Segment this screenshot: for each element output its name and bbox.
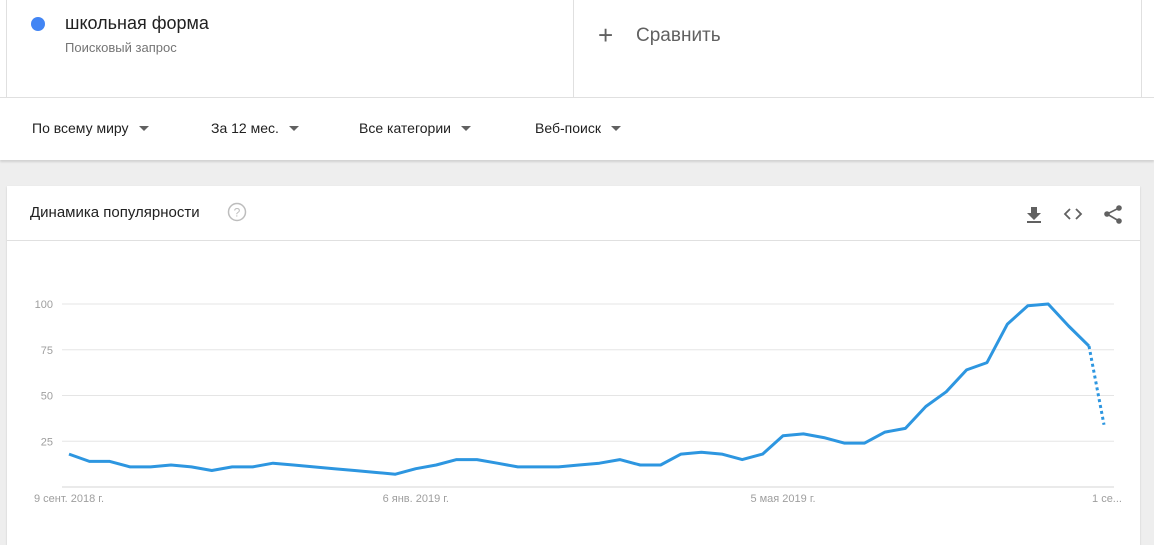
series-line-group — [68, 302, 1106, 476]
x-axis-label: 6 янв. 2019 г. — [383, 493, 449, 505]
region-label: По всему миру — [32, 120, 129, 136]
download-icon[interactable] — [1023, 203, 1045, 225]
search-term-card[interactable]: школьная форма Поисковый запрос — [6, 0, 574, 97]
grid-lines — [62, 303, 1114, 488]
interest-over-time-card: Динамика популярности ? 100 75 50 25 9 сент… — [7, 186, 1140, 545]
y-tick-label: 50 — [41, 391, 53, 403]
period-dropdown[interactable]: За 12 мес. — [211, 120, 299, 136]
filters-bar: По всему миру За 12 мес. Все категории В… — [0, 97, 1154, 160]
search-term-type: Поисковый запрос — [65, 40, 177, 55]
series-line[interactable] — [68, 302, 1091, 476]
share-icon[interactable] — [1102, 203, 1124, 225]
card-title: Динамика популярности — [30, 204, 200, 221]
term-color-dot — [31, 17, 45, 31]
search-type-dropdown[interactable]: Веб-поиск — [535, 120, 621, 136]
x-axis-label: 9 сент. 2018 г. — [34, 493, 104, 505]
compare-label: Сравнить — [636, 25, 721, 46]
x-axis-label: 5 мая 2019 г. — [750, 493, 815, 505]
line-chart: 100 75 50 25 9 сент. 2018 г. 6 янв. 2019 г. 5… — [34, 299, 1122, 505]
series-partial-segment[interactable] — [1087, 345, 1106, 426]
top-panel: школьная форма Поисковый запрос + Сравни… — [0, 0, 1154, 97]
chevron-down-icon — [610, 125, 621, 131]
y-tick-label: 100 — [35, 299, 53, 311]
y-tick-label: 75 — [41, 345, 53, 357]
x-axis-label: 1 се... — [1092, 493, 1122, 505]
plus-icon: + — [598, 20, 614, 50]
category-dropdown[interactable]: Все категории — [359, 120, 471, 136]
period-label: За 12 мес. — [211, 120, 279, 136]
category-label: Все категории — [359, 120, 451, 136]
chevron-down-icon — [138, 125, 149, 131]
search-type-label: Веб-поиск — [535, 120, 601, 136]
y-tick-label: 25 — [41, 436, 53, 448]
search-term-name[interactable]: школьная форма — [65, 13, 209, 33]
svg-text:?: ? — [234, 206, 241, 220]
compare-button[interactable]: + Сравнить — [574, 0, 1142, 97]
embed-icon[interactable] — [1062, 203, 1084, 225]
help-icon[interactable]: ? — [227, 202, 247, 222]
chevron-down-icon — [460, 125, 471, 131]
region-dropdown[interactable]: По всему миру — [32, 120, 149, 136]
y-axis-ticks: 100 75 50 25 — [35, 299, 53, 448]
x-axis-labels: 9 сент. 2018 г. 6 янв. 2019 г. 5 мая 2019 … — [34, 493, 1122, 505]
chevron-down-icon — [288, 125, 299, 131]
card-header: Динамика популярности ? — [7, 186, 1140, 241]
